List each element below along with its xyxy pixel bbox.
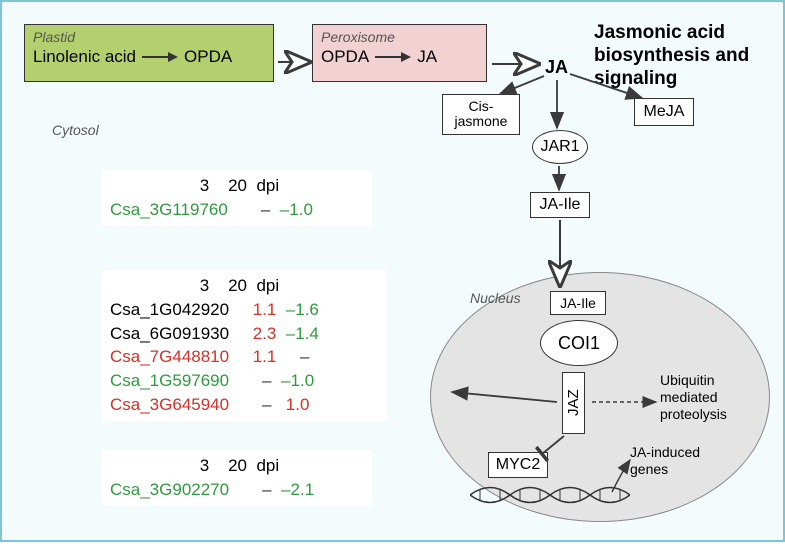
table-myc2: 3 20 dpiCsa_3G902270 – –2.1 xyxy=(102,450,372,506)
opda-1: OPDA xyxy=(184,47,232,67)
jaz-label: JAZ xyxy=(565,390,582,417)
table-jaz: 3 20 dpiCsa_1G042920 1.1 –1.6Csa_6G09193… xyxy=(102,270,387,421)
table-row: Csa_6G091930 2.3 –1.4 xyxy=(110,322,379,346)
table-row: Csa_3G902270 – –2.1 xyxy=(110,478,364,502)
table-row: Csa_3G119760 – –1.0 xyxy=(110,198,364,222)
linolenic-acid: Linolenic acid xyxy=(33,47,136,67)
ubiquitin-annotation: Ubiquitin mediated proteolysis xyxy=(660,372,750,422)
arrow-icon xyxy=(142,50,178,64)
table-header: 3 20 dpi xyxy=(110,454,364,478)
plastid-box: Plastid Linolenic acid OPDA xyxy=(24,24,274,82)
ja-ile-label: JA-Ile xyxy=(540,196,581,213)
plastid-label: Plastid xyxy=(33,29,265,45)
table-jar1: 3 20 dpiCsa_3G119760 – –1.0 xyxy=(102,170,372,226)
coi1-label: COI1 xyxy=(558,333,600,353)
table-row: Csa_7G448810 1.1 – xyxy=(110,345,379,369)
meja-box: MeJA xyxy=(634,98,694,126)
ja-ile-box: JA-Ile xyxy=(530,192,590,218)
table-row: Csa_1G042920 1.1 –1.6 xyxy=(110,298,379,322)
table-row: Csa_3G645940 – 1.0 xyxy=(110,393,379,417)
ja-ile-nucleus-label: JA-Ile xyxy=(560,295,596,311)
arrow-icon xyxy=(375,50,411,64)
ja-1: JA xyxy=(417,47,437,67)
meja-label: MeJA xyxy=(644,103,685,120)
cytosol-label: Cytosol xyxy=(52,122,99,138)
table-header: 3 20 dpi xyxy=(110,174,364,198)
table-row: Csa_1G597690 – –1.0 xyxy=(110,369,379,393)
coi1-node: COI1 xyxy=(540,320,618,366)
opda-2: OPDA xyxy=(321,47,369,67)
jar1-label: JAR1 xyxy=(540,138,579,155)
diagram-canvas: Jasmonic acid biosynthesis and signaling… xyxy=(0,0,785,542)
ja-cytosol: JA xyxy=(545,57,568,78)
peroxisome-label: Peroxisome xyxy=(321,29,478,45)
ja-genes-annotation: JA-induced genes xyxy=(630,444,720,478)
table-header: 3 20 dpi xyxy=(110,274,379,298)
dna-helix-icon xyxy=(470,480,630,510)
jar1-node: JAR1 xyxy=(532,130,588,164)
ja-ile-nucleus: JA-Ile xyxy=(550,291,606,315)
cis-jasmone-label: Cis-jasmone xyxy=(455,98,508,129)
jaz-node: JAZ xyxy=(562,372,585,434)
diagram-title: Jasmonic acid biosynthesis and signaling xyxy=(594,22,764,90)
cis-jasmone-box: Cis-jasmone xyxy=(442,94,520,135)
nucleus-label: Nucleus xyxy=(470,290,521,306)
peroxisome-box: Peroxisome OPDA JA xyxy=(312,24,487,82)
myc2-label: MYC2 xyxy=(496,456,540,473)
myc2-node: MYC2 xyxy=(488,452,548,478)
